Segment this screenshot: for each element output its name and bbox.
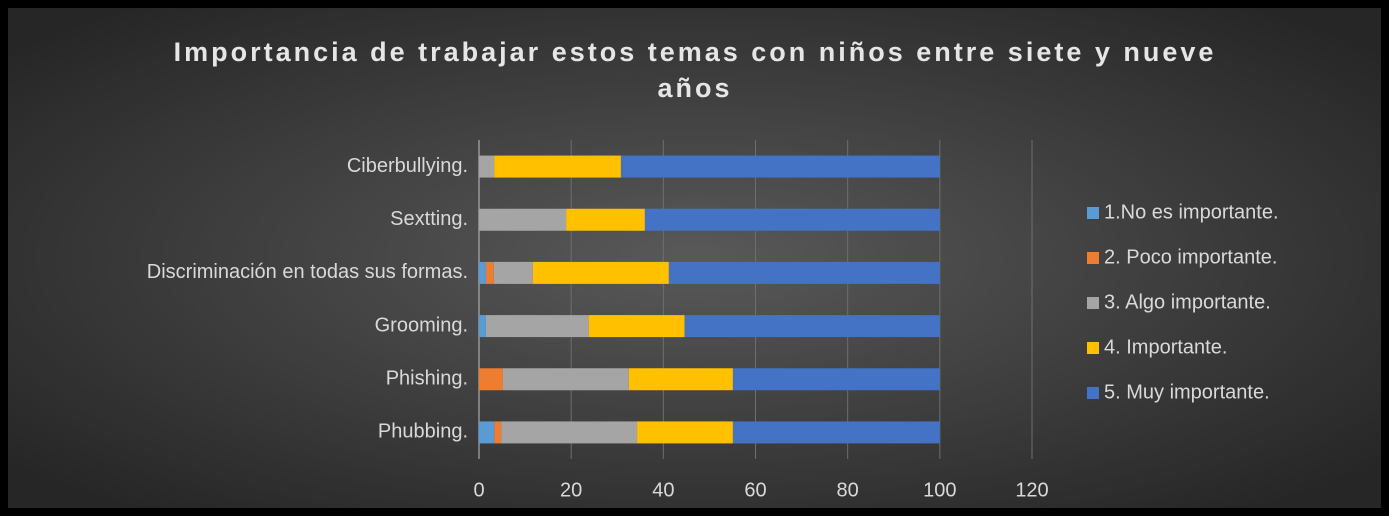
x-tick-label: 60 (744, 479, 766, 501)
bar-segment (479, 315, 486, 338)
bar-segment (532, 261, 669, 284)
bar-segment (684, 315, 940, 338)
x-tick-label: 20 (560, 479, 582, 501)
legend-label: 4. Importante. (1104, 336, 1227, 358)
y-tick-label: Discriminación en todas sus formas. (147, 261, 468, 283)
bar-segment (479, 368, 503, 391)
x-tick-label: 40 (652, 479, 674, 501)
bar-segment (637, 421, 733, 444)
bar-segment (620, 155, 940, 178)
legend-swatch (1087, 342, 1099, 354)
y-tick-label: Ciberbullying. (347, 155, 468, 177)
x-tick-label: 100 (923, 479, 956, 501)
bar-segment (485, 261, 494, 284)
legend-swatch (1087, 207, 1099, 219)
bar-segment (668, 261, 940, 284)
bar-segment (501, 421, 638, 444)
bar-segment (479, 155, 495, 178)
bar-segment (644, 208, 940, 231)
bar-segment (493, 261, 533, 284)
bar-segment (494, 155, 621, 178)
x-tick-label: 0 (473, 479, 484, 501)
bar-segment (479, 208, 567, 231)
bar-segment (628, 368, 733, 391)
bar-segment (485, 315, 589, 338)
y-tick-label: Sextting. (390, 208, 468, 230)
bar-segment (502, 368, 629, 391)
bar-segment (494, 421, 502, 444)
legend-swatch (1087, 297, 1099, 309)
bar-segment (479, 421, 495, 444)
legend-label: 3. Algo importante. (1104, 291, 1271, 313)
y-tick-label: Phishing. (386, 368, 468, 390)
bar-segment (732, 421, 940, 444)
y-tick-label: Grooming. (375, 314, 468, 336)
x-tick-label: 80 (837, 479, 859, 501)
x-tick-label: 120 (1015, 479, 1048, 501)
bar-segment (479, 261, 486, 284)
legend-swatch (1087, 387, 1099, 399)
legend-label: 2. Poco importante. (1104, 246, 1277, 268)
bar-segment (732, 368, 940, 391)
legend-swatch (1087, 252, 1099, 264)
legend-label: 5. Muy importante. (1104, 381, 1270, 403)
bar-segment (588, 315, 685, 338)
y-tick-label: Phubbing. (378, 421, 468, 443)
bar-segment (566, 208, 645, 231)
chart-title: Importancia de trabajar estos temas con … (173, 37, 1217, 103)
legend-label: 1.No es importante. (1104, 201, 1279, 223)
